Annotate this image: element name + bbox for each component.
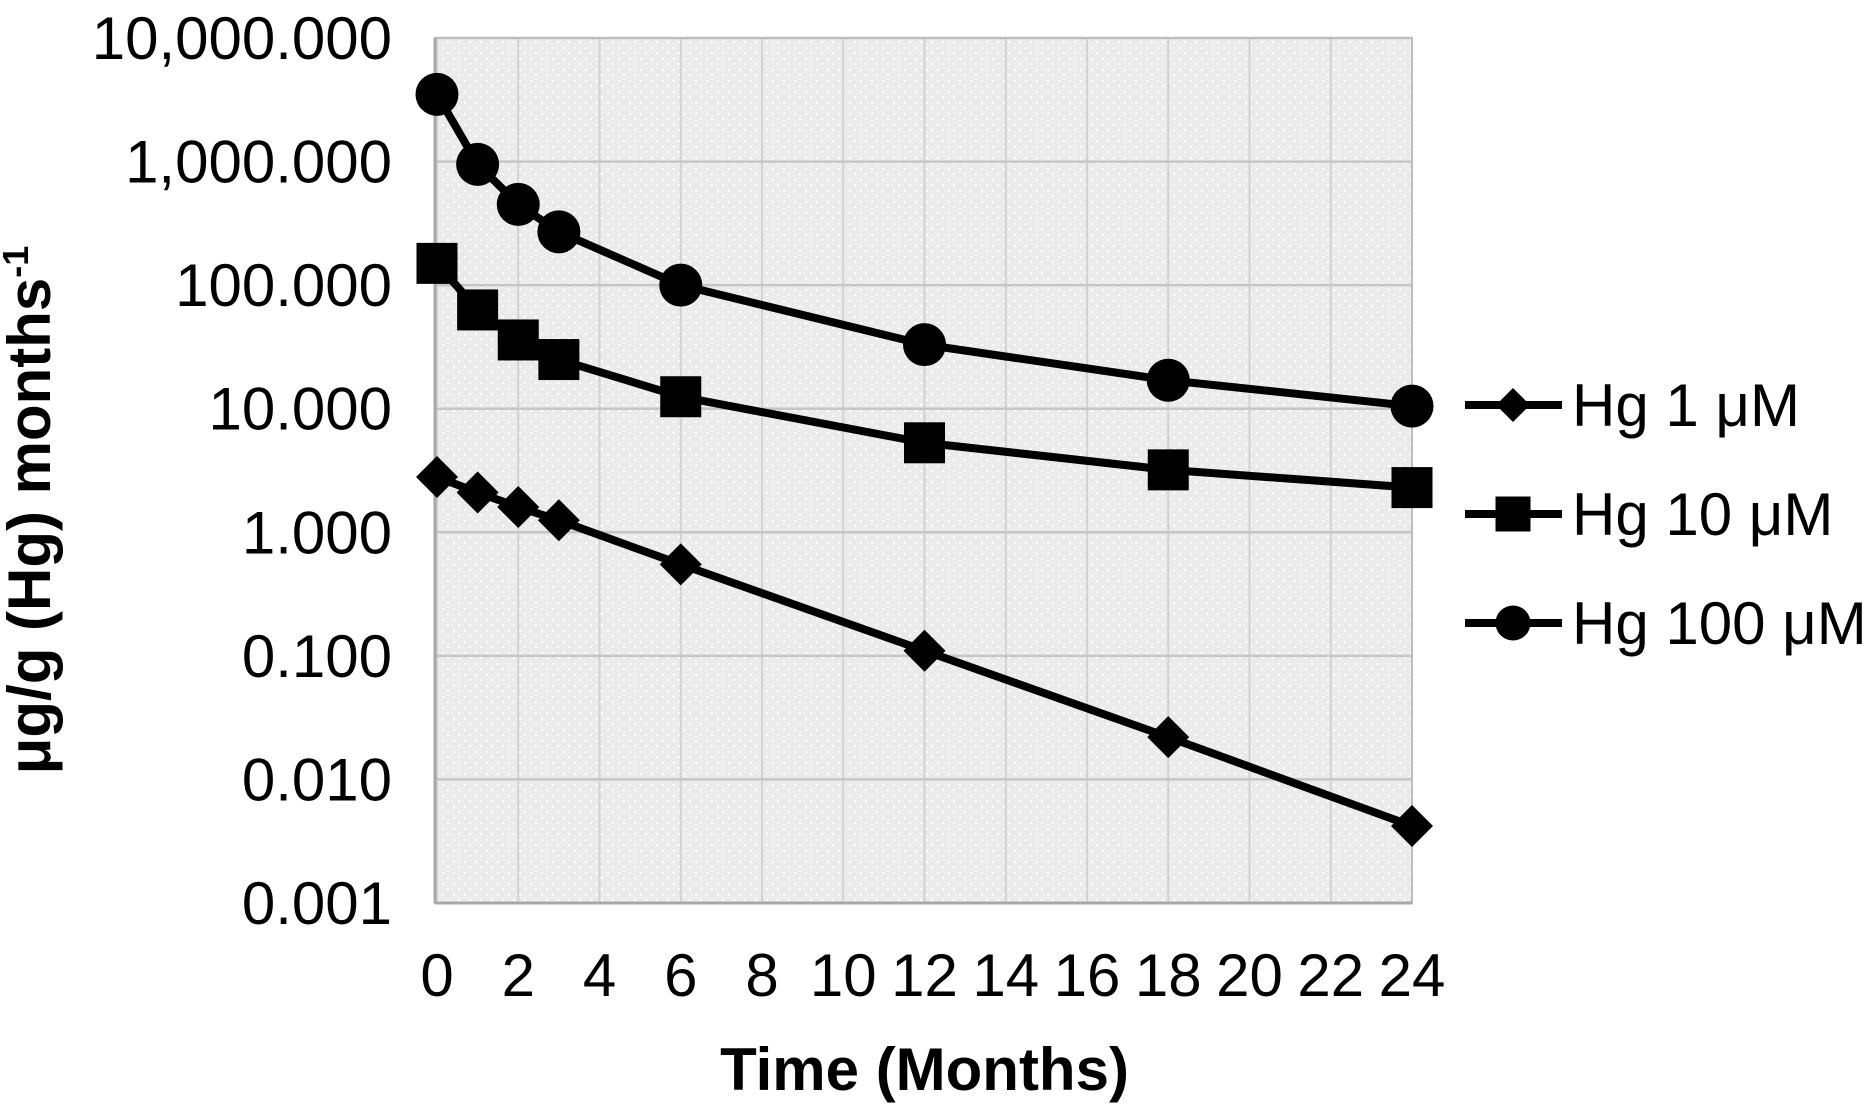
legend: Hg 1 μM Hg 10 μM Hg 100 μM — [1465, 372, 1866, 657]
series-hg-100-m — [415, 72, 1434, 428]
data-point-marker — [537, 210, 581, 254]
legend-item-hg-1-m: Hg 1 μM — [1465, 372, 1800, 439]
legend-item-hg-10-m: Hg 10 μM — [1465, 481, 1833, 548]
x-tick-label: 22 — [1297, 942, 1364, 1009]
y-axis-tick-labels: 10,000.000 1,000.000 100.000 10.000 1.000 0.1… — [92, 5, 392, 937]
data-point-marker — [1146, 358, 1190, 402]
data-point-marker — [660, 376, 702, 418]
x-tick-label: 24 — [1379, 942, 1446, 1009]
x-axis-tick-labels: 0 2 4 6 8 10 12 14 16 18 20 22 24 — [420, 942, 1445, 1009]
data-point-marker — [1496, 388, 1530, 422]
data-point-marker — [497, 319, 539, 361]
x-tick-label: 18 — [1135, 942, 1202, 1009]
x-tick-label: 0 — [420, 942, 453, 1009]
legend-label: Hg 10 μM — [1572, 481, 1833, 548]
data-point-marker — [903, 323, 946, 367]
data-point-marker — [456, 142, 500, 186]
data-point-marker — [1147, 449, 1189, 491]
data-point-marker — [416, 456, 458, 499]
data-point-marker — [1495, 605, 1531, 641]
data-point-marker — [1147, 716, 1190, 759]
x-tick-label: 8 — [745, 942, 778, 1009]
series-hg-1-m — [416, 456, 1433, 847]
legend-label: Hg 1 μM — [1572, 372, 1800, 439]
y-tick-label: 0.010 — [242, 746, 392, 813]
x-tick-label: 12 — [891, 942, 958, 1009]
data-point-marker — [1390, 384, 1434, 428]
x-tick-label: 6 — [664, 942, 697, 1009]
y-tick-label: 0.001 — [242, 870, 392, 937]
data-point-marker — [659, 263, 703, 307]
y-tick-label: 100.000 — [175, 252, 392, 319]
data-point-marker — [1391, 804, 1433, 847]
legend-label: Hg 100 μM — [1572, 590, 1866, 657]
data-point-marker — [538, 339, 580, 381]
y-tick-label: 10,000.000 — [92, 5, 392, 72]
series-hg-10-m — [416, 242, 1433, 509]
x-tick-label: 2 — [502, 942, 535, 1009]
x-tick-label: 4 — [583, 942, 616, 1009]
x-tick-label: 20 — [1216, 942, 1283, 1009]
x-tick-label: 16 — [1054, 942, 1121, 1009]
y-axis-title: μg/g (Hg) months-1 — [0, 246, 63, 775]
data-point-marker — [903, 629, 946, 672]
data-point-marker — [537, 499, 580, 542]
data-point-marker — [659, 543, 702, 586]
y-tick-label: 10.000 — [208, 376, 392, 443]
x-tick-label: 10 — [810, 942, 877, 1009]
data-point-marker — [1495, 496, 1531, 532]
data-point-marker — [457, 289, 499, 331]
legend-item-hg-100-m: Hg 100 μM — [1465, 590, 1866, 657]
data-point-marker — [416, 242, 458, 284]
data-point-marker — [904, 422, 945, 464]
x-tick-label: 14 — [972, 942, 1039, 1009]
y-tick-label: 1,000.000 — [125, 129, 392, 196]
y-tick-label: 1.000 — [242, 499, 392, 566]
data-point-marker — [497, 486, 540, 529]
data-point-marker — [496, 182, 540, 226]
data-point-marker — [456, 471, 499, 514]
data-point-marker — [1391, 467, 1433, 509]
x-axis-title: Time (Months) — [720, 1036, 1129, 1103]
y-tick-label: 0.100 — [242, 623, 392, 690]
data-point-marker — [415, 72, 459, 116]
